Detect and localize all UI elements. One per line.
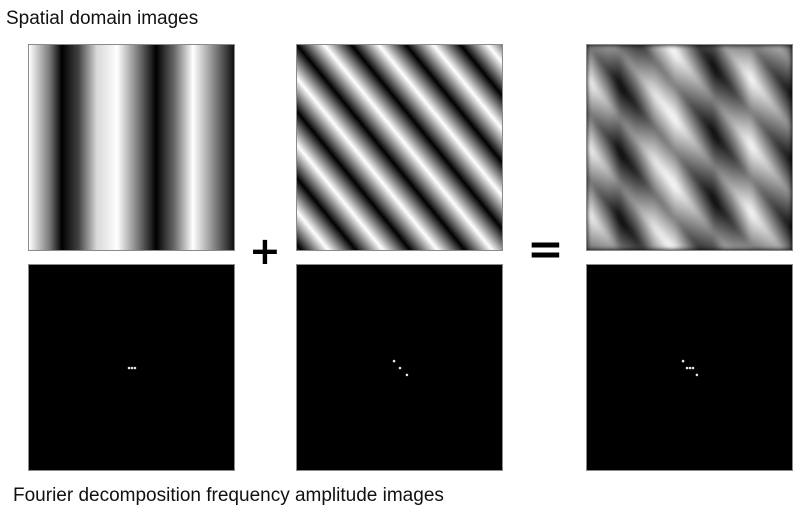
- frequency-dot: [691, 366, 695, 370]
- fourier-image-vertical: [28, 264, 235, 471]
- spatial-image-diagonal-grating: [296, 44, 503, 251]
- frequency-dot: [127, 366, 131, 370]
- spatial-domain-caption: Spatial domain images: [6, 8, 199, 29]
- frequency-dot: [133, 366, 137, 370]
- frequency-dot: [405, 373, 409, 377]
- frequency-dot: [688, 366, 692, 370]
- frequency-dot: [398, 366, 402, 370]
- equals-operator: =: [527, 224, 564, 275]
- fourier-caption: Fourier decomposition frequency amplitud…: [13, 485, 444, 506]
- spatial-image-vertical-grating: [28, 44, 235, 251]
- frequency-dot: [681, 359, 685, 363]
- frequency-dot: [130, 366, 134, 370]
- frequency-dot: [685, 366, 689, 370]
- fourier-image-diagonal: [296, 264, 503, 471]
- plus-operator: +: [249, 229, 281, 273]
- frequency-dot: [695, 373, 699, 377]
- frequency-dot: [392, 359, 396, 363]
- fourier-image-combined: [586, 264, 793, 471]
- spatial-image-combined: [586, 44, 793, 251]
